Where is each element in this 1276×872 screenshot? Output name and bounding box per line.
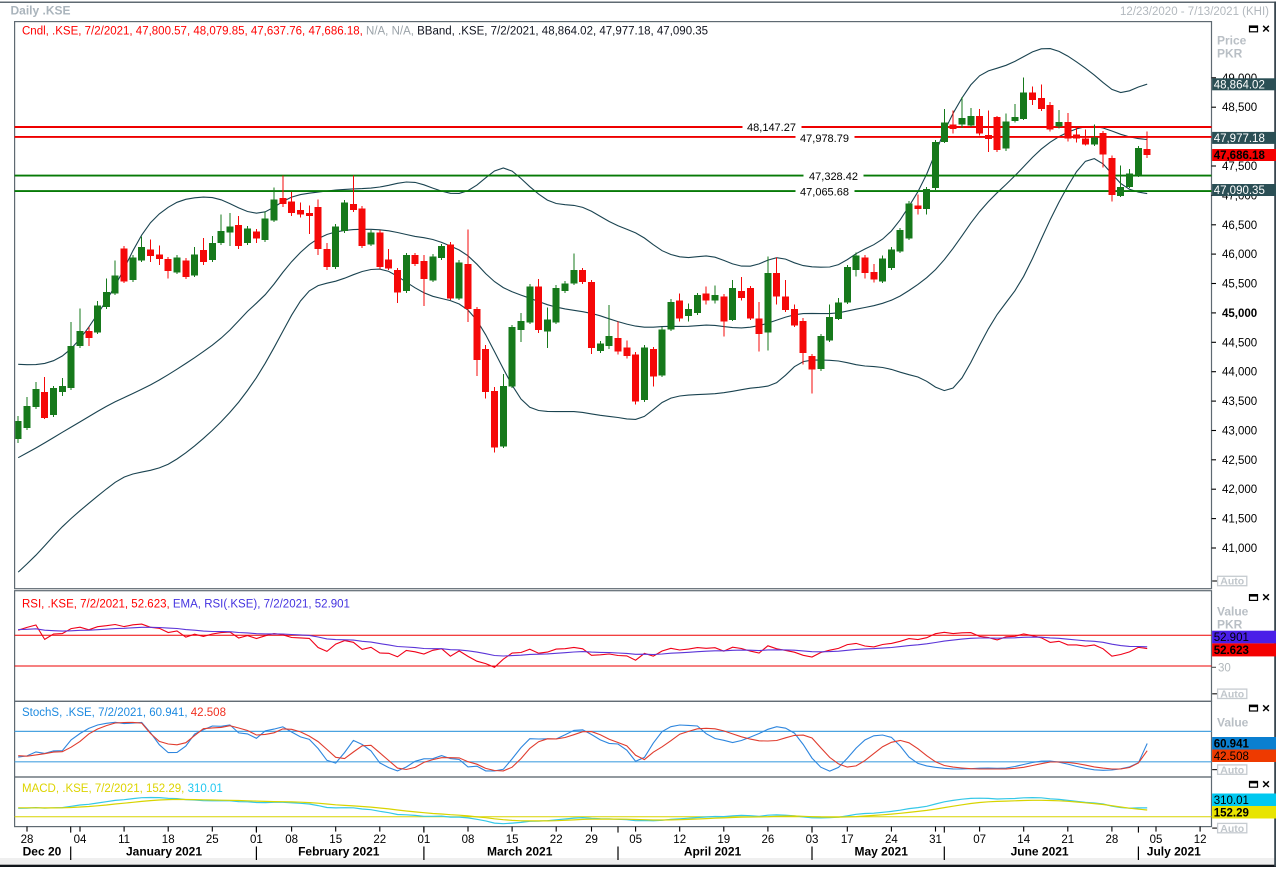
svg-text:April 2021: April 2021 bbox=[684, 845, 742, 859]
svg-text:04: 04 bbox=[74, 834, 87, 846]
svg-text:52.901: 52.901 bbox=[1214, 632, 1249, 644]
svg-text:25: 25 bbox=[206, 834, 219, 846]
svg-text:45,000: 45,000 bbox=[1222, 308, 1257, 320]
svg-text:Value: Value bbox=[1217, 605, 1249, 619]
svg-text:08: 08 bbox=[462, 834, 475, 846]
svg-text:47,090.35: 47,090.35 bbox=[1214, 185, 1265, 197]
svg-text:47,977.18: 47,977.18 bbox=[1214, 133, 1265, 145]
svg-text:07: 07 bbox=[973, 834, 986, 846]
svg-text:47,328.42: 47,328.42 bbox=[809, 171, 858, 183]
svg-text:47,065.68: 47,065.68 bbox=[800, 186, 849, 198]
svg-text:Daily .KSE: Daily .KSE bbox=[11, 4, 71, 18]
svg-text:47,500: 47,500 bbox=[1222, 161, 1257, 173]
svg-text:11: 11 bbox=[118, 834, 130, 846]
svg-text:12: 12 bbox=[673, 834, 686, 846]
svg-text:47,978.79: 47,978.79 bbox=[800, 133, 849, 145]
svg-text:Dec 20: Dec 20 bbox=[23, 845, 62, 859]
svg-text:43,000: 43,000 bbox=[1222, 426, 1257, 438]
svg-text:✕: ✕ bbox=[1262, 703, 1271, 715]
svg-text:Auto: Auto bbox=[1220, 689, 1244, 701]
svg-text:21: 21 bbox=[1061, 834, 1074, 846]
svg-text:24: 24 bbox=[885, 834, 898, 846]
svg-text:28: 28 bbox=[1106, 834, 1119, 846]
svg-text:60.941: 60.941 bbox=[1214, 739, 1250, 751]
svg-text:152.29: 152.29 bbox=[1214, 808, 1249, 820]
svg-text:Cndl, .KSE, 7/2/2021, 47,800.5: Cndl, .KSE, 7/2/2021, 47,800.57, 48,079.… bbox=[22, 26, 708, 38]
svg-text:41,000: 41,000 bbox=[1222, 543, 1257, 555]
svg-text:22: 22 bbox=[373, 834, 386, 846]
svg-text:46,500: 46,500 bbox=[1222, 220, 1257, 232]
svg-text:✕: ✕ bbox=[1262, 779, 1271, 791]
svg-text:12: 12 bbox=[1194, 834, 1207, 846]
svg-text:42,000: 42,000 bbox=[1222, 484, 1257, 496]
svg-text:Value: Value bbox=[1217, 716, 1249, 730]
svg-text:Auto: Auto bbox=[1220, 576, 1244, 588]
svg-text:47,686.18: 47,686.18 bbox=[1214, 150, 1266, 162]
svg-text:30: 30 bbox=[1218, 663, 1231, 675]
svg-text:08: 08 bbox=[285, 834, 298, 846]
svg-text:PKR: PKR bbox=[1217, 47, 1243, 61]
svg-text:12/23/2020 - 7/13/2021 (KHI): 12/23/2020 - 7/13/2021 (KHI) bbox=[1120, 6, 1269, 18]
svg-text:February 2021: February 2021 bbox=[298, 845, 380, 859]
svg-text:01: 01 bbox=[418, 834, 431, 846]
svg-text:✕: ✕ bbox=[1262, 24, 1271, 36]
svg-text:26: 26 bbox=[762, 834, 775, 846]
svg-text:July 2021: July 2021 bbox=[1147, 845, 1201, 859]
svg-text:June 2021: June 2021 bbox=[1011, 845, 1069, 859]
svg-text:44,000: 44,000 bbox=[1222, 367, 1257, 379]
svg-text:46,000: 46,000 bbox=[1222, 249, 1257, 261]
svg-text:05: 05 bbox=[1150, 834, 1163, 846]
svg-text:Auto: Auto bbox=[1220, 823, 1244, 835]
svg-text:42.508: 42.508 bbox=[1214, 751, 1249, 763]
svg-text:15: 15 bbox=[329, 834, 342, 846]
svg-text:18: 18 bbox=[162, 834, 175, 846]
svg-text:42,500: 42,500 bbox=[1222, 455, 1257, 467]
svg-text:48,500: 48,500 bbox=[1222, 102, 1257, 114]
svg-text:05: 05 bbox=[629, 834, 642, 846]
svg-text:15: 15 bbox=[506, 834, 519, 846]
svg-text:Price: Price bbox=[1217, 34, 1247, 48]
svg-text:48,147.27: 48,147.27 bbox=[747, 122, 796, 134]
svg-text:14: 14 bbox=[1017, 834, 1030, 846]
svg-text:41,500: 41,500 bbox=[1222, 514, 1257, 526]
svg-text:March 2021: March 2021 bbox=[487, 845, 553, 859]
svg-text:19: 19 bbox=[717, 834, 730, 846]
svg-text:03: 03 bbox=[806, 834, 819, 846]
svg-text:29: 29 bbox=[585, 834, 598, 846]
svg-text:RSI, .KSE, 7/2/2021, 52.623, E: RSI, .KSE, 7/2/2021, 52.623, EMA, RSI(.K… bbox=[22, 598, 350, 610]
svg-text:44,500: 44,500 bbox=[1222, 337, 1257, 349]
svg-text:48,864.02: 48,864.02 bbox=[1214, 80, 1265, 92]
svg-text:May 2021: May 2021 bbox=[855, 845, 909, 859]
svg-text:310.01: 310.01 bbox=[1214, 795, 1249, 807]
svg-text:✕: ✕ bbox=[1262, 592, 1271, 604]
svg-text:45,500: 45,500 bbox=[1222, 279, 1257, 291]
svg-text:17: 17 bbox=[841, 834, 854, 846]
svg-text:22: 22 bbox=[550, 834, 563, 846]
svg-text:PKR: PKR bbox=[1217, 618, 1243, 632]
svg-text:January 2021: January 2021 bbox=[126, 845, 202, 859]
svg-text:01: 01 bbox=[250, 834, 263, 846]
svg-text:28: 28 bbox=[21, 834, 34, 846]
svg-text:Auto: Auto bbox=[1220, 764, 1244, 776]
svg-text:MACD, .KSE, 7/2/2021, 152.29,: MACD, .KSE, 7/2/2021, 152.29, 310.01 bbox=[22, 783, 223, 795]
svg-text:StochS, .KSE, 7/2/2021, 60.941: StochS, .KSE, 7/2/2021, 60.941, 42.508 bbox=[22, 707, 226, 719]
svg-text:52.623: 52.623 bbox=[1214, 645, 1249, 657]
svg-text:43,500: 43,500 bbox=[1222, 396, 1257, 408]
svg-text:31: 31 bbox=[929, 834, 942, 846]
